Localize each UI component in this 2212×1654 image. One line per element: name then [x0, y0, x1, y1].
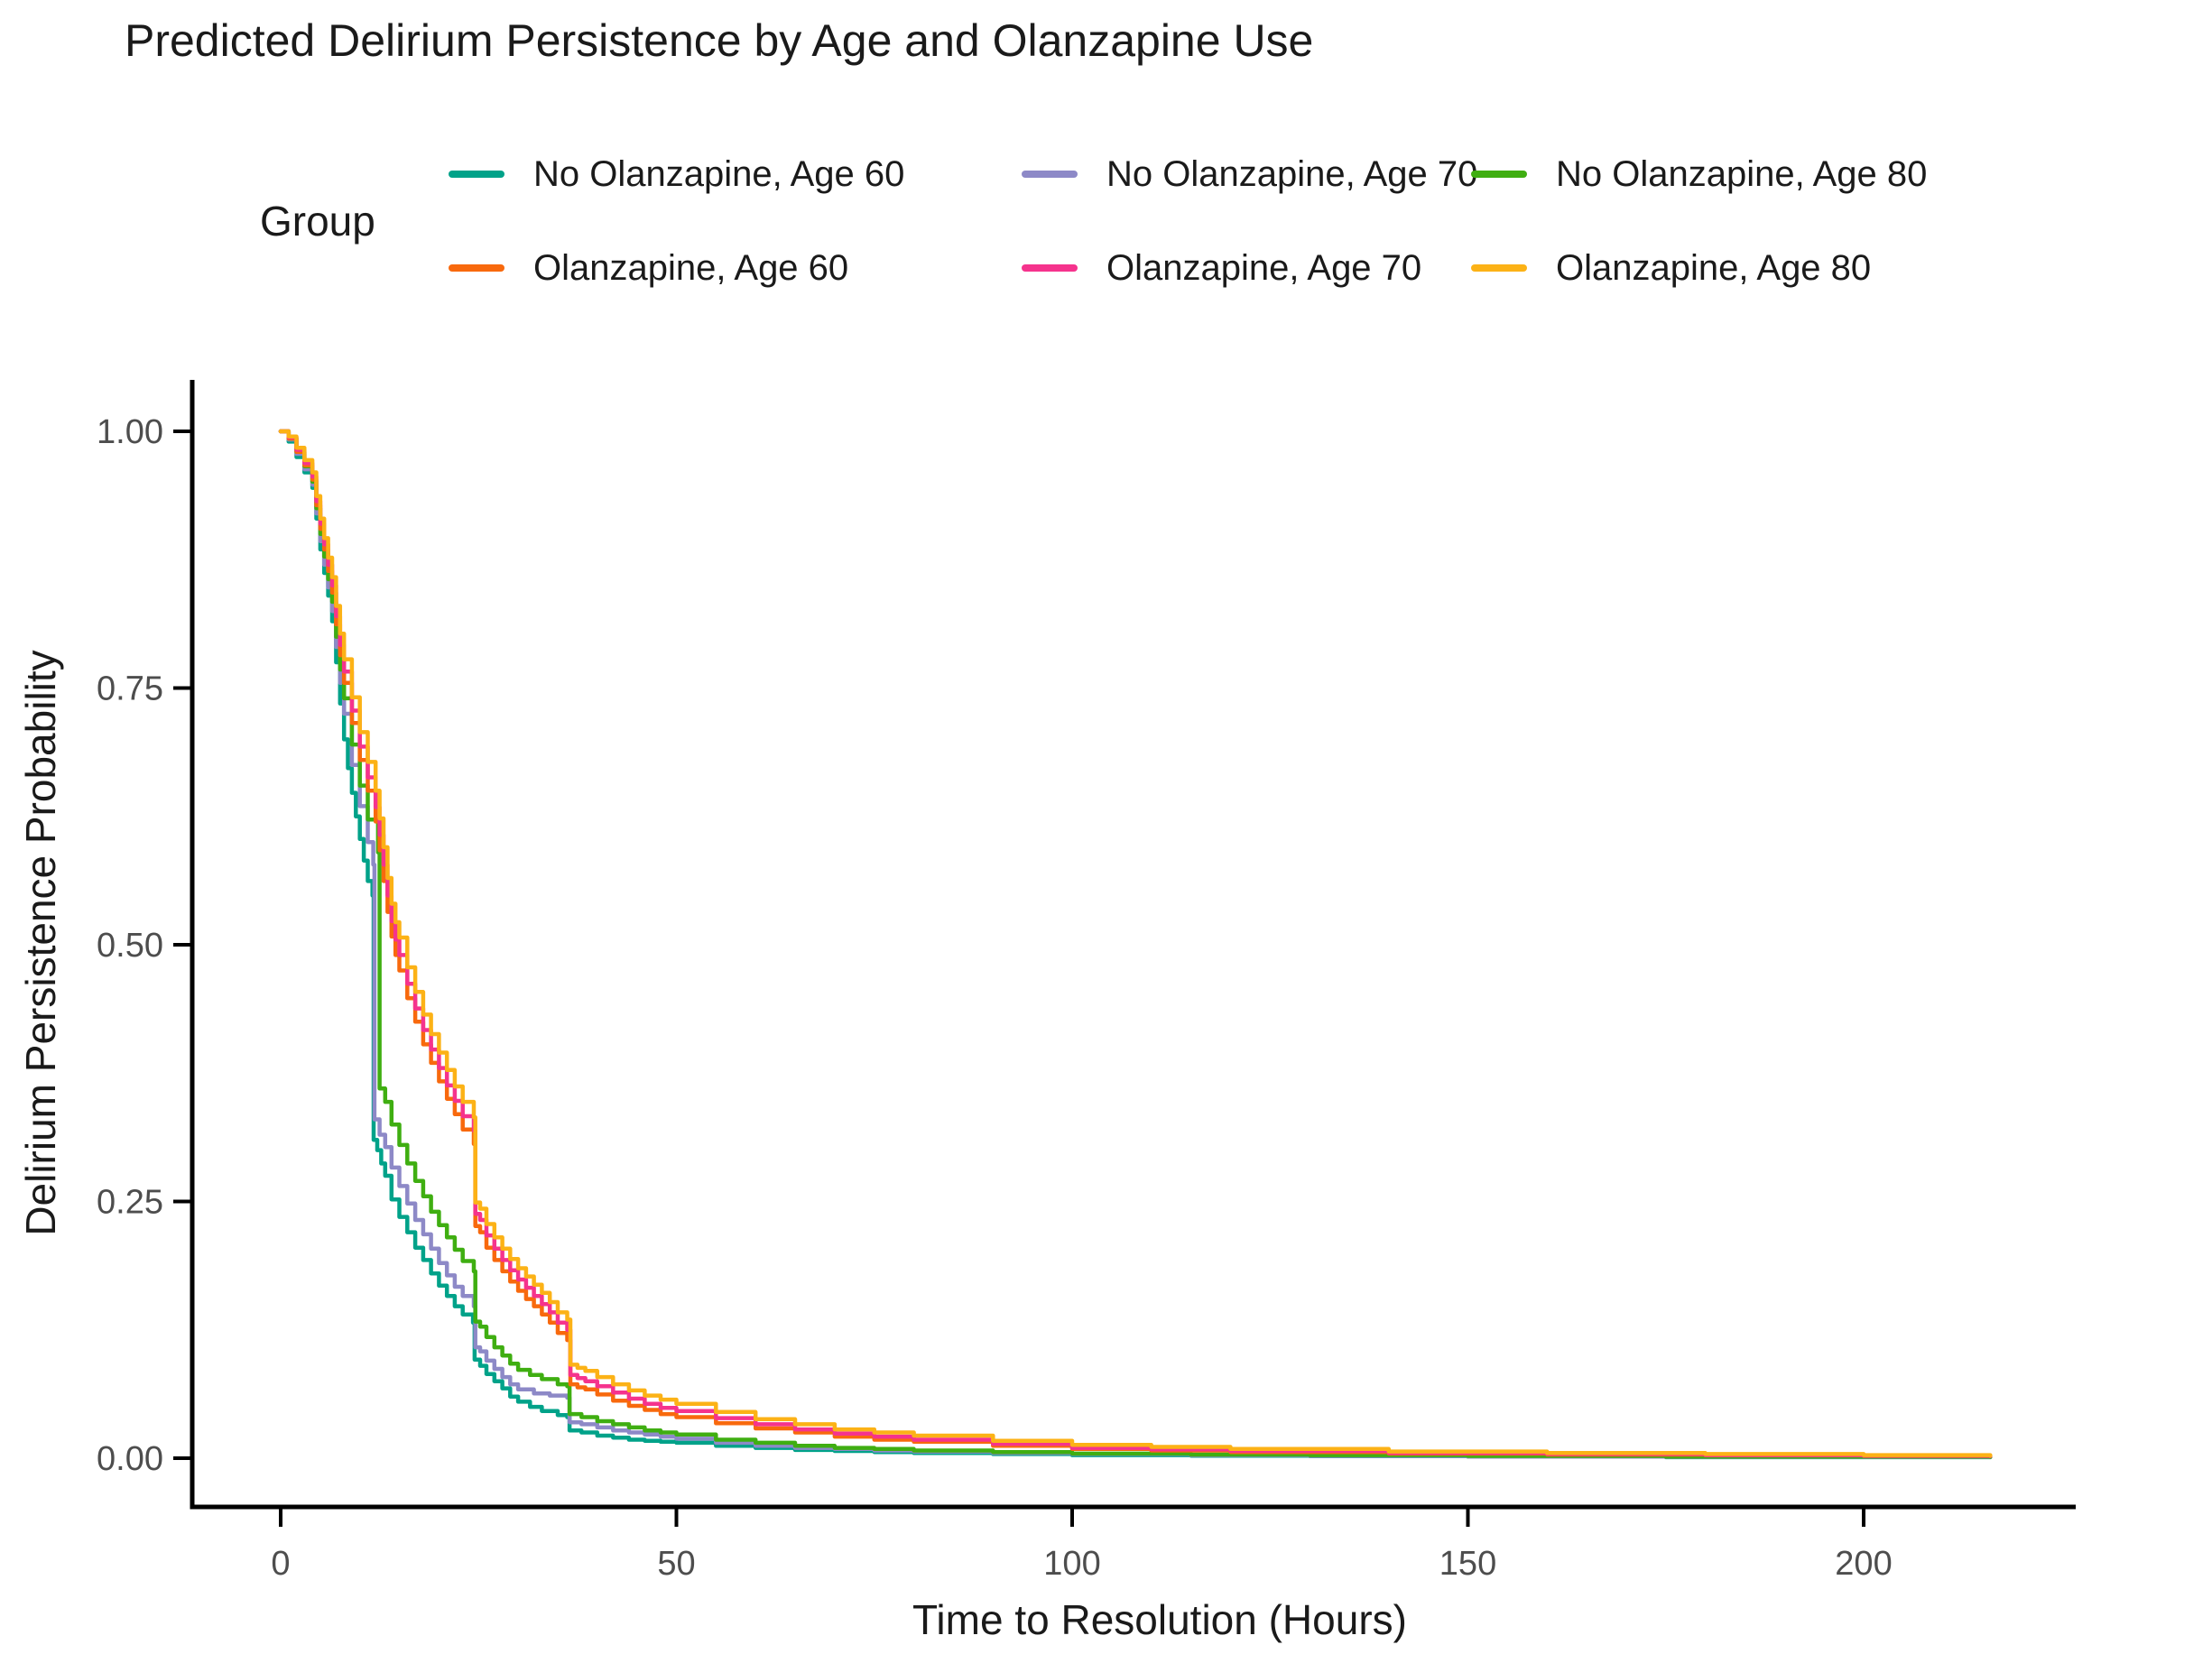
y-tick-label: 0.50	[97, 927, 163, 965]
page-title: Predicted Delirium Persistence by Age an…	[125, 15, 1314, 66]
legend-item: No Olanzapine, Age 60	[449, 152, 904, 197]
series-line	[278, 429, 1993, 1458]
legend-item-label: No Olanzapine, Age 60	[533, 153, 905, 194]
legend-item: Olanzapine, Age 80	[1471, 245, 1871, 291]
axis-lines	[190, 380, 2076, 1510]
legend-item-label: Olanzapine, Age 60	[533, 247, 849, 288]
y-tick-label: 0.75	[97, 670, 163, 708]
y-axis-title: Delirium Persistence Probability	[17, 650, 64, 1236]
series-line	[278, 429, 1993, 1458]
y-tick-label: 0.25	[97, 1184, 163, 1222]
legend-swatch-line	[1022, 264, 1078, 272]
legend-swatch-line	[1022, 171, 1078, 178]
x-tick-label: 0	[271, 1545, 290, 1583]
legend-item: Olanzapine, Age 70	[1022, 245, 1421, 291]
series-line	[278, 429, 1993, 1459]
legend-item: Olanzapine, Age 60	[449, 245, 848, 291]
x-tick-label: 100	[1043, 1545, 1100, 1583]
legend-swatch-line	[449, 171, 504, 178]
legend-item-label: Olanzapine, Age 80	[1556, 247, 1872, 288]
y-tick-label: 1.00	[97, 413, 163, 451]
series-line	[278, 429, 1993, 1460]
legend-swatch-line	[1471, 171, 1527, 178]
legend-item-label: Olanzapine, Age 70	[1106, 247, 1422, 288]
legend-swatch-line	[1471, 264, 1527, 272]
legend-item-label: No Olanzapine, Age 80	[1556, 153, 1928, 194]
series-line	[278, 429, 1993, 1458]
legend: Group No Olanzapine, Age 60 No Olanzapine…	[0, 0, 2212, 325]
y-tick-label: 0.00	[97, 1440, 163, 1478]
legend-swatch-line	[449, 264, 504, 272]
legend-title: Group	[260, 198, 375, 245]
legend-item: No Olanzapine, Age 70	[1022, 152, 1477, 197]
x-tick-label: 150	[1439, 1545, 1496, 1583]
x-tick-label: 200	[1835, 1545, 1892, 1583]
x-tick-label: 50	[657, 1545, 695, 1583]
series-line	[278, 429, 1993, 1460]
legend-item: No Olanzapine, Age 80	[1471, 152, 1927, 197]
legend-item-label: No Olanzapine, Age 70	[1106, 153, 1478, 194]
x-axis-title: Time to Resolution (Hours)	[912, 1596, 1407, 1643]
